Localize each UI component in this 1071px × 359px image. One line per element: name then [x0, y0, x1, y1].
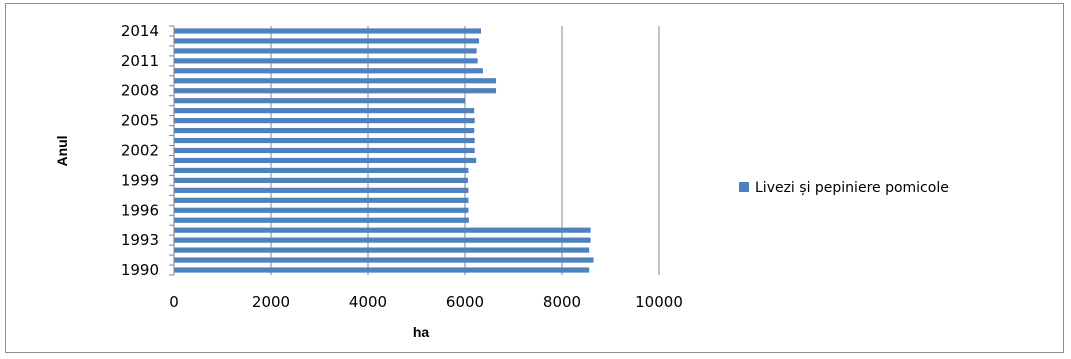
bar-1991	[174, 257, 594, 263]
legend-swatch	[739, 182, 749, 192]
bar-1998	[174, 187, 469, 193]
bar-2001	[174, 157, 477, 164]
y-axis-title: Anul	[54, 135, 70, 166]
chart-area: 0 2000 4000 6000 8000 10000 1990 1993 1996 1999 20…	[5, 3, 1064, 353]
bar-chart: 0 2000 4000 6000 8000 10000 1990 1993 1996 1999 20…	[54, 22, 949, 340]
x-axis-title: ha	[413, 324, 430, 340]
y-tick-label: 1990	[121, 261, 159, 279]
legend: Livezi și pepiniere pomicole	[739, 180, 949, 196]
y-tick-label: 1999	[121, 171, 159, 189]
x-tick-label: 6000	[446, 293, 484, 311]
x-tick-label: 8000	[543, 293, 581, 311]
y-tick-label: 1993	[121, 231, 159, 249]
bar-1996	[174, 207, 469, 213]
y-tick-label: 2008	[121, 82, 159, 100]
bar-2008	[174, 88, 497, 94]
bar-2000	[174, 167, 469, 174]
x-tick-label: 4000	[349, 293, 387, 311]
y-tick-label: 1996	[121, 201, 159, 219]
legend-label: Livezi și pepiniere pomicole	[755, 180, 949, 196]
x-tick-label: 2000	[252, 293, 290, 311]
bar-1997	[174, 197, 469, 203]
bar-2009	[174, 78, 497, 84]
x-tick-label: 0	[169, 293, 179, 311]
bar-1999	[174, 177, 468, 183]
bar-2010	[174, 68, 483, 74]
bar-1992	[174, 247, 590, 253]
bar-2005	[174, 118, 475, 124]
y-tick-label: 2005	[121, 112, 159, 130]
bar-2006	[174, 108, 475, 114]
y-tick-label: 2011	[121, 52, 159, 70]
x-tick-label: 10000	[635, 293, 683, 311]
y-tick-label: 2002	[121, 142, 159, 160]
bar-2004	[174, 127, 475, 134]
bar-2011	[174, 58, 478, 64]
bar-2012	[174, 48, 477, 54]
bar-2013	[174, 38, 480, 44]
bars	[174, 28, 594, 273]
bar-2002	[174, 147, 475, 154]
bar-2007	[174, 98, 465, 104]
bar-1995	[174, 217, 469, 223]
bar-1994	[174, 227, 591, 233]
bar-2014	[174, 28, 482, 34]
axes: 0 2000 4000 6000 8000 10000 1990 1993 1996 1999 20…	[121, 22, 683, 311]
bar-1993	[174, 237, 591, 243]
bar-1990	[174, 267, 590, 273]
bar-2003	[174, 137, 475, 144]
y-tick-label: 2014	[121, 22, 159, 40]
